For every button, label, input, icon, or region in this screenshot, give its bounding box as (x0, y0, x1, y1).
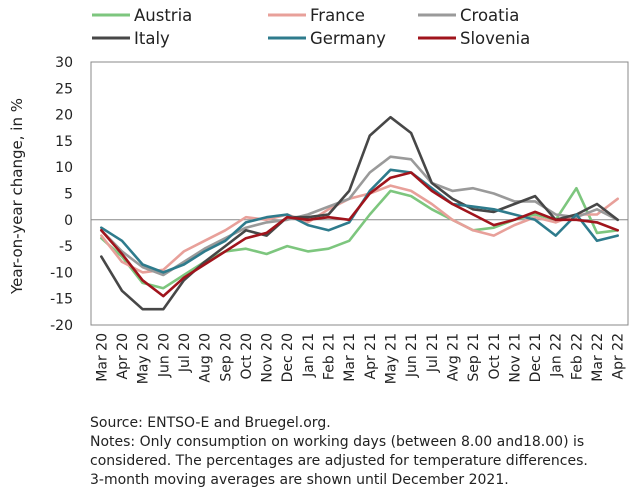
x-tick-label: Jan 22 (549, 333, 565, 378)
y-tick-label: 10 (55, 160, 73, 176)
legend-label-austria: Austria (134, 6, 192, 25)
plot-area (90, 61, 629, 326)
y-tick-label: 5 (64, 187, 73, 203)
x-tick-label: Sep 21 (466, 333, 482, 382)
y-tick-label: 30 (55, 55, 73, 71)
x-tick-label: Sep 20 (218, 333, 234, 382)
y-tick-label: -20 (50, 318, 73, 334)
x-tick-label: Aug 20 (198, 333, 214, 383)
y-tick-label: -15 (50, 292, 73, 308)
x-tick-label: Mar 22 (590, 333, 606, 382)
y-tick-label: 20 (55, 108, 73, 124)
y-axis-label: Year-on-year change, in % (8, 98, 26, 295)
x-tick-label: Jun 20 (156, 333, 172, 378)
series-lines (100, 115, 619, 311)
x-tick-label: May 21 (383, 333, 399, 384)
source-note: Source: ENTSO-E and Bruegel.org. (90, 415, 331, 431)
x-tick-label: Nov 21 (507, 333, 523, 383)
legend: Austria France Croatia Italy Germany Slovenia (92, 6, 530, 48)
legend-label-croatia: Croatia (460, 6, 519, 25)
x-tick-label: Apr 21 (363, 333, 379, 379)
x-tick-label: Jul 20 (177, 333, 193, 373)
notes-line-1: Notes: Only consumption on working days … (90, 434, 585, 450)
y-tick-label: 0 (64, 213, 73, 229)
series-line-croatia (100, 155, 619, 277)
x-tick-label: Oct 20 (239, 333, 255, 379)
x-tick-label: Dec 20 (280, 333, 296, 382)
series-line-italy (100, 115, 619, 311)
series-line-slovenia (100, 171, 619, 298)
x-tick-label: Jan 21 (301, 333, 317, 378)
x-tick-label: Mar 20 (94, 333, 110, 382)
x-tick-label: Oct 21 (487, 333, 503, 379)
legend-label-italy: Italy (134, 29, 170, 48)
x-axis: Mar 20 Apr 20 May 20 Jun 20 Jul 20 Aug 20 Sep … (94, 333, 626, 384)
x-tick-label: May 20 (136, 333, 152, 384)
legend-label-france: France (310, 6, 365, 25)
legend-label-germany: Germany (310, 29, 386, 48)
x-tick-label: Jul 21 (425, 333, 441, 373)
x-tick-label: Jun 21 (404, 333, 420, 378)
y-tick-label: -5 (59, 239, 73, 255)
x-tick-label: Avg 21 (445, 333, 461, 381)
x-tick-label: Nov 20 (260, 333, 276, 383)
x-tick-label: Mar 21 (342, 333, 358, 382)
line-chart: Austria France Croatia Italy Germany Slovenia… (8, 6, 629, 384)
y-tick-label: 15 (55, 134, 73, 150)
x-tick-label: Feb 22 (569, 333, 585, 380)
notes-line-3: 3-month moving averages are shown until … (90, 472, 509, 488)
x-tick-label: Apr 20 (115, 333, 131, 379)
series-line-austria (100, 186, 619, 290)
x-tick-label: Apr 22 (611, 333, 627, 379)
legend-label-slovenia: Slovenia (460, 29, 530, 48)
y-axis: 30 25 20 15 10 5 0 -5 -10 -15 -20 (50, 55, 73, 334)
y-tick-label: 25 (55, 81, 73, 97)
y-tick-label: -10 (50, 265, 73, 281)
x-tick-label: Dec 21 (528, 333, 544, 382)
notes-line-2: considered. The percentages are adjusted… (90, 453, 588, 469)
notes-block: Source: ENTSO-E and Bruegel.org. Notes: … (90, 414, 640, 490)
x-tick-label: Feb 21 (322, 333, 338, 380)
